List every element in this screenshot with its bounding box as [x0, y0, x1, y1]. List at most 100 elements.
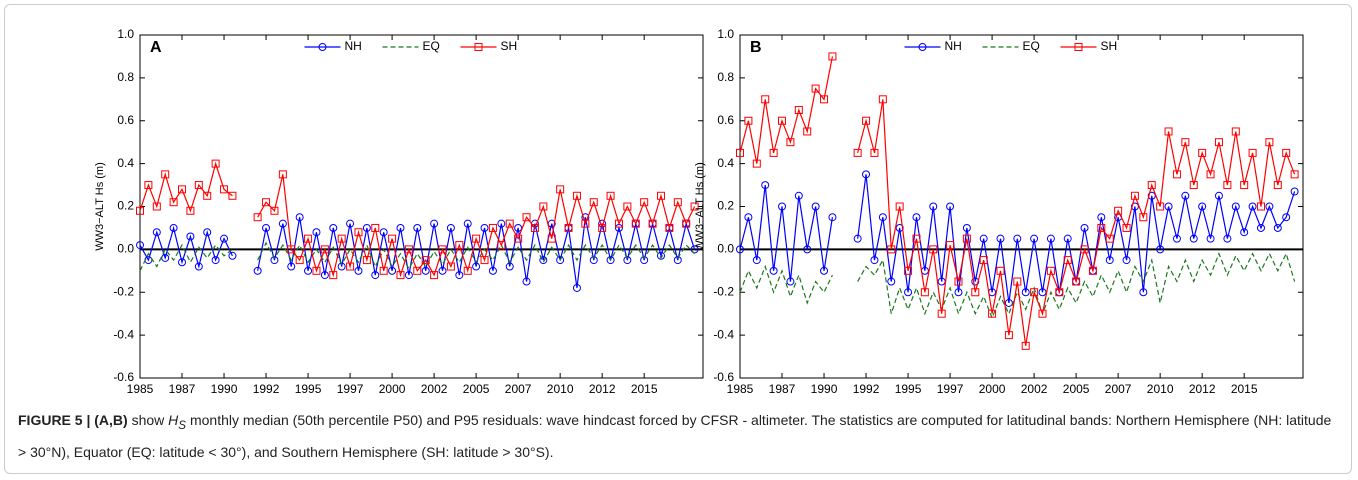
marker: [887, 277, 896, 286]
x-tick-label: 1990: [211, 382, 238, 396]
marker: [396, 271, 405, 280]
marker: [152, 228, 161, 237]
marker: [329, 271, 338, 280]
panel-label: A: [150, 39, 162, 56]
marker: [1055, 288, 1064, 297]
marker: [1030, 234, 1039, 243]
marker: [539, 202, 548, 211]
marker: [270, 206, 279, 215]
marker: [744, 116, 753, 125]
marker: [455, 271, 464, 280]
legend-marker: [474, 43, 483, 51]
marker: [346, 219, 355, 228]
marker: [194, 181, 203, 190]
marker: [870, 256, 879, 265]
marker: [606, 191, 615, 200]
marker: [505, 219, 514, 228]
marker: [1046, 234, 1055, 243]
marker: [1231, 202, 1240, 211]
marker: [614, 219, 623, 228]
marker: [1223, 234, 1232, 243]
marker: [228, 191, 237, 200]
marker: [1198, 148, 1207, 157]
marker: [1030, 288, 1039, 297]
plot-area: [139, 34, 704, 379]
y-tick-label: 0.6: [117, 113, 134, 127]
figure-label: FIGURE 5 |: [18, 412, 91, 428]
marker: [152, 202, 161, 211]
marker: [744, 213, 753, 222]
marker: [169, 198, 178, 207]
marker: [920, 288, 929, 297]
marker: [761, 95, 770, 104]
marker: [1021, 341, 1030, 350]
x-tick-label: 2010: [547, 382, 574, 396]
marker: [556, 185, 565, 194]
marker: [811, 84, 820, 93]
marker: [853, 234, 862, 243]
marker: [396, 223, 405, 232]
marker: [438, 245, 447, 254]
marker: [287, 262, 296, 271]
caption: FIGURE 5 | (A,B) show HS monthly median …: [18, 407, 1338, 465]
marker: [211, 159, 220, 168]
marker: [1223, 181, 1232, 190]
plot-area: [739, 34, 1304, 379]
marker: [1038, 309, 1047, 318]
marker: [581, 213, 590, 222]
marker: [1290, 170, 1299, 179]
x-tick-label: 2007: [1105, 382, 1132, 396]
marker: [640, 256, 649, 265]
marker: [287, 245, 296, 254]
marker: [946, 202, 955, 211]
marker: [665, 223, 674, 232]
marker: [371, 223, 380, 232]
marker: [1080, 245, 1089, 254]
marker: [1021, 288, 1030, 297]
x-tick-label: 2010: [1147, 382, 1174, 396]
x-tick-label: 2000: [979, 382, 1006, 396]
marker: [1130, 202, 1139, 211]
y-tick-label: -0.2: [713, 284, 734, 298]
marker: [937, 309, 946, 318]
marker: [1273, 223, 1282, 232]
x-tick-label: 1985: [127, 382, 154, 396]
marker: [228, 251, 237, 260]
x-tick-label: 2012: [1189, 382, 1216, 396]
y-tick-label: 1.0: [717, 27, 734, 41]
marker: [430, 271, 439, 280]
marker: [346, 262, 355, 271]
marker: [379, 228, 388, 237]
marker: [178, 185, 187, 194]
y-tick-label: 0.4: [117, 156, 134, 170]
marker: [673, 198, 682, 207]
marker: [1004, 331, 1013, 340]
marker: [623, 256, 632, 265]
marker: [988, 309, 997, 318]
marker: [862, 116, 871, 125]
marker: [329, 223, 338, 232]
marker: [497, 241, 506, 250]
marker: [1063, 256, 1072, 265]
marker: [404, 271, 413, 280]
marker: [794, 106, 803, 115]
marker: [253, 213, 262, 222]
y-tick-label: 0.0: [717, 242, 734, 256]
marker: [354, 228, 363, 237]
y-axis-label: WW3−ALT Hs (m): [94, 162, 106, 251]
x-tick-label: 2002: [1021, 382, 1048, 396]
marker: [1189, 181, 1198, 190]
marker: [962, 234, 971, 243]
marker: [1013, 277, 1022, 286]
marker: [1105, 234, 1114, 243]
marker: [803, 245, 812, 254]
marker: [828, 213, 837, 222]
y-tick-label: -0.4: [113, 327, 134, 341]
x-tick-label: 2012: [589, 382, 616, 396]
x-tick-label: 1985: [727, 382, 754, 396]
marker: [736, 245, 744, 254]
marker: [1072, 277, 1081, 286]
marker: [996, 266, 1005, 275]
marker: [1114, 206, 1123, 215]
